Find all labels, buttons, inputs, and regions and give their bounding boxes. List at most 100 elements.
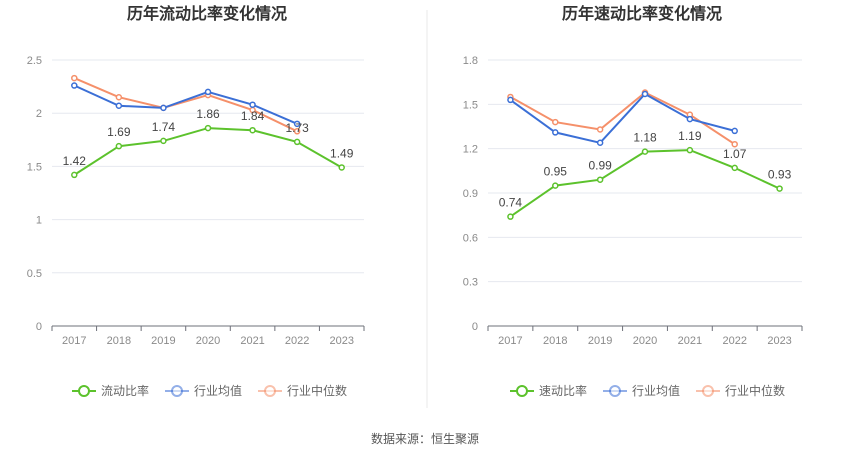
data-point <box>249 101 256 108</box>
legend-swatch-marker <box>516 385 528 397</box>
series-line <box>509 92 735 144</box>
chart-panel-2: 历年速动比率变化情况 0 0.3 0.6 0.9 1.2 1.5 1.8 2017 2018 201… <box>463 4 803 398</box>
y-tick-label: 0 <box>472 321 478 333</box>
x-tick-label: 2022 <box>722 335 746 347</box>
legend-item: 行业均值 <box>165 383 242 398</box>
series-line <box>73 77 298 133</box>
legend-label: 速动比率 <box>539 383 587 398</box>
series-line <box>509 91 736 146</box>
data-point <box>596 139 604 147</box>
legend-swatch-marker <box>702 385 714 397</box>
data-point <box>204 88 212 96</box>
data-point <box>160 104 167 112</box>
legend-item: 流动比率 <box>72 383 149 398</box>
legend-item: 速动比率 <box>510 383 587 398</box>
legend-label: 行业中位数 <box>725 383 785 398</box>
y-tick-label: 1.2 <box>463 144 478 156</box>
data-point <box>776 185 783 192</box>
data-point <box>115 93 123 101</box>
x-tick-label: 2017 <box>62 335 86 347</box>
series-line <box>73 84 298 125</box>
data-point <box>731 127 738 135</box>
data-point <box>596 176 604 183</box>
y-tick-label: 0.9 <box>463 188 478 200</box>
data-point <box>507 213 514 220</box>
data-point <box>160 137 167 145</box>
chart-title: 历年速动比率变化情况 <box>562 4 722 23</box>
data-point <box>71 82 78 89</box>
data-point <box>686 115 694 123</box>
data-point <box>731 140 738 148</box>
source-text: 数据来源：恒生聚源 <box>370 432 479 446</box>
data-label: 0.95 <box>544 165 568 179</box>
source-note: 数据来源：恒生聚源 <box>0 430 850 447</box>
y-tick-label: 1.5 <box>27 161 42 173</box>
data-point <box>293 138 301 146</box>
data-point <box>115 102 123 110</box>
legend-swatch-marker <box>264 385 276 397</box>
data-label: 0.74 <box>499 196 523 210</box>
y-tick-label: 0.5 <box>27 268 42 280</box>
chart-title: 历年流动比率变化情况 <box>127 4 287 23</box>
legend-swatch-marker <box>78 385 90 397</box>
x-tick-label: 2020 <box>633 335 657 347</box>
legend-swatch-marker <box>171 385 183 397</box>
y-tick-label: 0 <box>36 321 42 333</box>
x-tick-label: 2021 <box>678 335 702 347</box>
data-point <box>71 171 78 179</box>
data-point <box>552 118 559 126</box>
y-tick-label: 1.8 <box>463 55 478 67</box>
data-point <box>686 146 694 154</box>
y-tick-label: 1 <box>36 215 42 227</box>
x-tick-label: 2020 <box>196 335 220 347</box>
data-label: 1.84 <box>241 109 265 123</box>
data-point <box>731 164 738 172</box>
legend-swatch-marker <box>609 385 621 397</box>
x-tick-label: 2018 <box>543 335 567 347</box>
x-tick-label: 2019 <box>588 335 612 347</box>
data-label: 0.93 <box>768 168 792 182</box>
chart-panel-1: 历年流动比率变化情况 0 0.5 1 1.5 2 2.5 2017 2018 2019 2020 20… <box>27 4 365 398</box>
data-label: 1.49 <box>330 146 354 160</box>
x-tick-label: 2023 <box>329 335 353 347</box>
data-label: 1.69 <box>107 125 131 139</box>
legend-label: 行业中位数 <box>287 383 347 398</box>
legend-item: 行业中位数 <box>696 383 785 398</box>
legend-label: 流动比率 <box>101 383 149 398</box>
data-point <box>552 129 559 136</box>
x-tick-label: 2019 <box>151 335 175 347</box>
y-tick-label: 1.5 <box>463 99 478 111</box>
data-label: 1.07 <box>723 147 747 161</box>
legend-label: 行业均值 <box>632 383 680 398</box>
data-label: 0.99 <box>588 159 612 173</box>
y-tick-label: 2.5 <box>27 55 42 67</box>
data-point <box>596 126 604 133</box>
data-point <box>552 182 559 189</box>
y-tick-label: 0.3 <box>463 277 478 289</box>
data-label: 1.18 <box>633 131 657 145</box>
data-point <box>641 90 649 98</box>
x-tick-label: 2023 <box>767 335 791 347</box>
data-label: 1.86 <box>196 107 220 121</box>
data-point <box>204 124 212 132</box>
data-label: 1.73 <box>285 121 309 135</box>
legend-label: 行业均值 <box>194 383 242 398</box>
x-tick-label: 2018 <box>107 335 131 347</box>
legend-item: 行业中位数 <box>258 383 347 398</box>
data-point <box>249 126 256 134</box>
data-label: 1.42 <box>63 154 87 168</box>
data-point <box>115 142 123 150</box>
data-point <box>507 96 514 104</box>
data-point <box>338 164 345 171</box>
data-point <box>293 128 301 135</box>
data-point <box>71 74 78 82</box>
x-tick-label: 2021 <box>240 335 264 347</box>
legend-item: 行业均值 <box>603 383 680 398</box>
data-label: 1.19 <box>678 129 702 143</box>
y-tick-label: 2 <box>36 108 42 120</box>
x-tick-label: 2022 <box>285 335 309 347</box>
data-label: 1.74 <box>152 120 176 134</box>
y-tick-label: 0.6 <box>463 232 478 244</box>
data-point <box>293 120 301 128</box>
